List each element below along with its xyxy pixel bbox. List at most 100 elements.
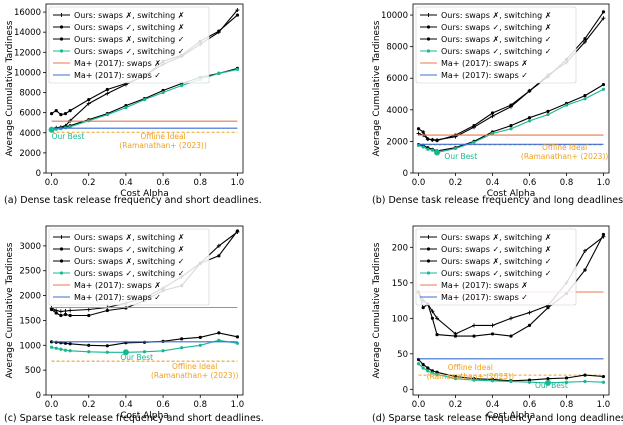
data-point — [490, 111, 495, 115]
legend-entry-1: Ours: swaps ✓, switching ✗ — [441, 245, 551, 254]
data-point — [49, 345, 54, 349]
legend-entry-5: Ma+ (2017): swaps ✓ — [74, 71, 161, 80]
y-tick-label: 10000 — [381, 11, 408, 21]
offline-ideal-label: Offline Ideal — [542, 143, 587, 152]
offline-ideal-label: (Ramanathan+ (2023)) — [151, 371, 238, 380]
y-tick-label: 2000 — [19, 292, 41, 302]
data-point — [68, 109, 72, 113]
data-point — [582, 248, 587, 253]
data-point — [217, 331, 221, 335]
best-point — [434, 149, 441, 156]
data-point — [490, 332, 495, 336]
best-point — [122, 349, 129, 356]
x-tick-label: 0.8 — [560, 178, 574, 188]
plot-frame — [45, 3, 244, 174]
data-point — [217, 29, 221, 33]
offline-ideal-label: Offline Ideal — [172, 362, 217, 371]
legend-marker — [426, 49, 431, 53]
series-line-1 — [418, 84, 604, 152]
legend-marker — [59, 235, 64, 239]
data-point — [490, 131, 495, 136]
x-tick-label: 0.4 — [486, 178, 500, 188]
data-point — [235, 8, 240, 13]
data-point — [86, 307, 91, 312]
chart-panel-0: 0 2000 4000 6000 8000 10000 12000 14000 16000 0.0… — [4, 3, 262, 206]
y-tick-label: 10000 — [14, 68, 41, 78]
x-tick-label: 0.8 — [560, 400, 574, 410]
data-point — [583, 268, 587, 272]
data-point — [472, 323, 477, 328]
legend-marker — [426, 25, 431, 29]
data-point — [235, 13, 240, 17]
data-point — [430, 371, 435, 375]
data-point — [546, 109, 550, 114]
data-point — [509, 379, 513, 384]
data-point — [601, 16, 606, 21]
legend-entry-5: Ma+ (2017): swaps ✓ — [74, 293, 161, 302]
legend-entry-2: Ours: swaps ✗, switching ✓ — [74, 257, 184, 266]
legend-box — [48, 228, 210, 306]
data-point — [416, 127, 421, 131]
data-point — [142, 97, 147, 102]
data-point — [601, 380, 606, 384]
plot-frame — [412, 225, 610, 396]
y-tick-label: 1000 — [19, 341, 41, 351]
data-point — [58, 309, 63, 314]
data-point — [63, 112, 68, 116]
y-tick-label: 0 — [403, 385, 408, 395]
legend-entry-4: Ma+ (2017): swaps ✗ — [74, 281, 161, 290]
legend-marker — [59, 247, 64, 251]
data-point — [87, 313, 91, 318]
data-point — [59, 313, 63, 318]
data-point — [54, 346, 58, 350]
data-point — [472, 124, 476, 128]
legend-marker — [426, 37, 431, 41]
data-point — [490, 114, 495, 119]
y-axis-label: Average Cumulative Tardiness — [372, 242, 382, 378]
data-point — [472, 140, 476, 144]
caption: (d) Sparse task release frequency and lo… — [372, 413, 623, 424]
y-tick-label: 2000 — [19, 149, 41, 159]
data-point — [105, 344, 109, 348]
data-point — [87, 343, 91, 347]
x-tick-label: 0.6 — [523, 178, 537, 188]
y-tick-label: 0 — [403, 169, 408, 179]
data-point — [601, 232, 606, 237]
y-axis-label: Average Cumulative Tardiness — [5, 242, 15, 378]
data-point — [490, 323, 495, 328]
data-point — [87, 350, 91, 354]
y-tick-label: 12000 — [14, 48, 41, 58]
x-axis-label: Cost Alpha — [487, 411, 535, 421]
data-point — [601, 10, 606, 14]
legend-entry-3: Ours: swaps ✓, switching ✓ — [441, 269, 551, 278]
x-tick-label: 0.2 — [449, 178, 463, 188]
data-point — [527, 380, 532, 384]
legend-marker — [59, 49, 64, 53]
legend-entry-4: Ma+ (2017): swaps ✗ — [441, 281, 528, 290]
y-tick-label: 14000 — [14, 28, 41, 38]
y-tick-label: 4000 — [19, 129, 41, 139]
y-axis-label: Average Cumulative Tardiness — [5, 20, 15, 156]
data-point — [180, 83, 184, 88]
legend-entry-3: Ours: swaps ✓, switching ✓ — [441, 47, 551, 56]
data-point — [601, 87, 606, 91]
y-tick-label: 8000 — [386, 43, 408, 53]
y-tick-label: 8000 — [19, 89, 41, 99]
data-point — [564, 103, 569, 107]
data-point — [54, 109, 58, 113]
data-point — [430, 148, 435, 152]
chart-panel-1: 0 2000 4000 6000 8000 10000 0.0 0.2 0.4 0.6 0.8 1.0… — [372, 3, 623, 206]
data-point — [546, 112, 550, 117]
x-tick-label: 0.0 — [45, 178, 59, 188]
data-point — [216, 243, 221, 248]
x-tick-label: 0.0 — [45, 400, 59, 410]
x-tick-label: 0.0 — [412, 400, 426, 410]
y-tick-label: 1500 — [19, 316, 41, 326]
y-tick-label: 150 — [392, 279, 408, 289]
legend-entry-4: Ma+ (2017): swaps ✗ — [74, 59, 161, 68]
legend-entry-5: Ma+ (2017): swaps ✓ — [441, 293, 528, 302]
legend-box — [415, 228, 577, 306]
data-point — [68, 308, 73, 313]
legend-entry-4: Ma+ (2017): swaps ✗ — [441, 59, 528, 68]
legend-marker — [59, 13, 64, 17]
